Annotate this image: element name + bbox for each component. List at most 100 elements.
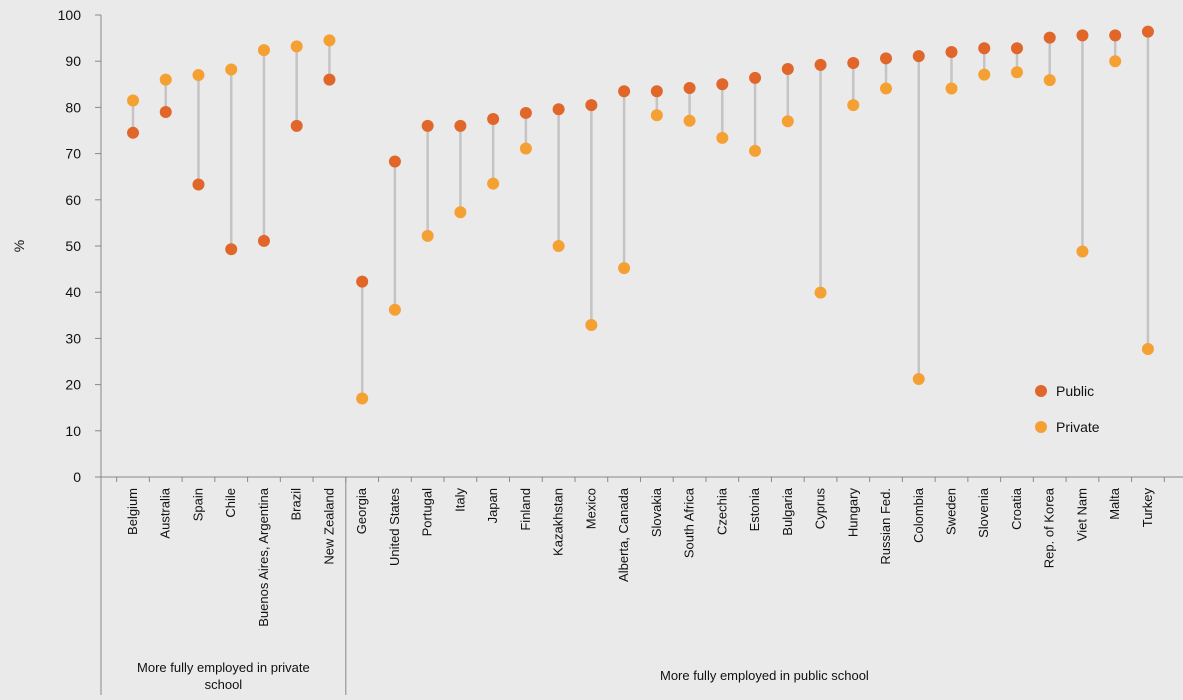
x-tick-label: United States: [387, 488, 402, 567]
public-point: [225, 243, 238, 256]
public-point: [127, 126, 139, 139]
x-tick-label: Mexico: [583, 488, 598, 529]
private-point: [356, 392, 369, 405]
x-tick-label: Belgium: [125, 488, 140, 535]
x-tick-label: Japan: [485, 488, 500, 523]
private-point: [650, 109, 663, 122]
public-point: [257, 234, 270, 247]
x-tick-label: Croatia: [1009, 487, 1024, 530]
x-tick-label: Slovenia: [976, 487, 991, 538]
x-tick-label: Malta: [1107, 487, 1122, 520]
private-point: [421, 229, 434, 242]
x-tick-label: Brazil: [289, 488, 304, 521]
legend-marker-public: [1035, 385, 1047, 397]
x-tick-label: Spain: [190, 488, 205, 521]
public-point: [323, 73, 336, 86]
public-point: [1076, 29, 1089, 42]
private-point: [618, 262, 631, 275]
public-point: [192, 178, 205, 191]
public-point: [519, 106, 532, 119]
y-axis-title: %: [11, 240, 27, 252]
private-point: [1010, 66, 1023, 79]
x-tick-label: Cyprus: [813, 488, 828, 530]
x-tick-label: Bulgaria: [780, 487, 795, 535]
x-tick-label: Alberta, Canada: [616, 487, 631, 582]
public-point: [781, 63, 794, 76]
public-point: [1109, 29, 1122, 42]
x-tick-label: Viet Nam: [1074, 488, 1089, 541]
private-point: [847, 99, 860, 112]
public-point: [749, 71, 762, 84]
public-point: [552, 103, 565, 116]
private-point: [978, 68, 991, 81]
y-tick-label: 100: [58, 7, 82, 23]
x-tick-label: Slovakia: [649, 487, 664, 537]
public-point: [421, 119, 434, 132]
x-tick-label: Australia: [158, 487, 173, 538]
x-tick-label: South Africa: [682, 487, 697, 558]
private-point: [945, 82, 958, 95]
private-point: [388, 303, 401, 316]
private-point: [585, 319, 598, 332]
x-tick-label: Estonia: [747, 487, 762, 531]
y-tick-label: 60: [65, 192, 81, 208]
private-point: [127, 94, 139, 107]
public-point: [1010, 42, 1023, 55]
private-point: [487, 177, 500, 190]
y-tick-label: 20: [65, 377, 81, 393]
x-tick-label: Turkey: [1140, 488, 1155, 528]
y-tick-label: 80: [65, 99, 81, 115]
x-tick-label: Portugal: [420, 488, 435, 537]
private-point: [225, 63, 238, 76]
group-label-line: More fully employed in public school: [660, 668, 869, 683]
public-point: [978, 42, 991, 55]
y-tick-label: 10: [65, 423, 81, 439]
private-point: [781, 115, 794, 128]
y-tick-label: 70: [65, 146, 81, 162]
y-tick-label: 40: [65, 284, 81, 300]
private-point: [323, 34, 336, 47]
public-point: [1141, 25, 1154, 38]
legend-label: Private: [1056, 419, 1100, 435]
private-point: [1109, 55, 1122, 68]
public-point: [356, 275, 369, 288]
private-point: [159, 73, 172, 86]
public-point: [945, 45, 958, 58]
private-point: [257, 44, 270, 57]
public-point: [159, 106, 172, 119]
x-tick-label: Finland: [518, 488, 533, 531]
private-point: [912, 373, 925, 386]
legend-label: Public: [1056, 383, 1094, 399]
y-tick-label: 50: [65, 238, 81, 254]
private-point: [1141, 343, 1154, 356]
private-point: [683, 114, 696, 127]
public-point: [454, 119, 467, 132]
x-tick-label: Russian Fed.: [878, 488, 893, 565]
private-point: [192, 69, 205, 82]
public-point: [1043, 31, 1056, 44]
group-label-line: More fully employed in private: [137, 660, 310, 675]
public-point: [716, 78, 729, 91]
private-point: [749, 144, 762, 157]
group-label: More fully employed in private school: [137, 660, 310, 692]
group-label-line: school: [205, 677, 243, 692]
public-point: [814, 58, 827, 71]
public-point: [847, 57, 860, 70]
y-tick-label: 90: [65, 53, 81, 69]
private-point: [1076, 245, 1089, 258]
x-tick-label: Czechia: [714, 487, 729, 535]
x-tick-label: Georgia: [354, 487, 369, 534]
public-point: [683, 81, 696, 94]
private-point: [880, 82, 893, 95]
x-tick-label: New Zealand: [321, 488, 336, 565]
private-point: [552, 240, 565, 252]
x-tick-label: Sweden: [944, 488, 959, 535]
x-tick-label: Rep. of Korea: [1042, 487, 1057, 568]
public-point: [880, 52, 893, 65]
private-point: [814, 286, 827, 299]
x-tick-label: Kazakhstan: [551, 488, 566, 556]
public-point: [585, 99, 598, 112]
y-tick-label: 0: [73, 469, 81, 485]
